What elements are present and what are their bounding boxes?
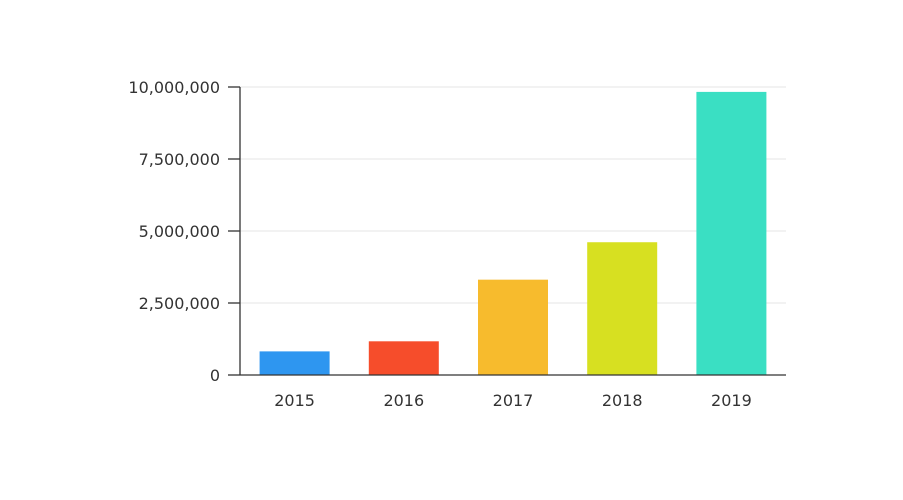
x-tick-label: 2015 <box>274 391 315 410</box>
bar-2015[interactable] <box>259 351 330 375</box>
x-tick-label: 2017 <box>493 391 534 410</box>
y-tick-label: 0 <box>210 366 220 385</box>
bars <box>259 91 767 376</box>
x-tick-label: 2018 <box>602 391 643 410</box>
tick-labels: 0 2,500,000 5,000,000 7,500,000 10,000,000 20… <box>128 78 751 410</box>
y-tick-label: 10,000,000 <box>128 78 220 97</box>
bar-2017[interactable] <box>478 279 548 375</box>
x-tick-label: 2019 <box>711 391 752 410</box>
bar-2018[interactable] <box>587 242 658 375</box>
axes <box>228 86 786 376</box>
bar-2016[interactable] <box>368 341 439 375</box>
y-tick-label: 5,000,000 <box>139 222 220 241</box>
bar-2019[interactable] <box>696 91 767 376</box>
y-tick-label: 2,500,000 <box>139 294 220 313</box>
x-tick-label: 2016 <box>383 391 424 410</box>
y-tick-label: 7,500,000 <box>139 150 220 169</box>
